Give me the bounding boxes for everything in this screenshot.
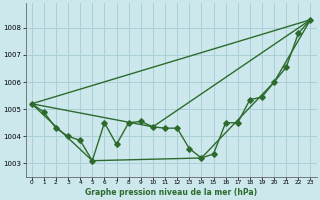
X-axis label: Graphe pression niveau de la mer (hPa): Graphe pression niveau de la mer (hPa) [85,188,257,197]
